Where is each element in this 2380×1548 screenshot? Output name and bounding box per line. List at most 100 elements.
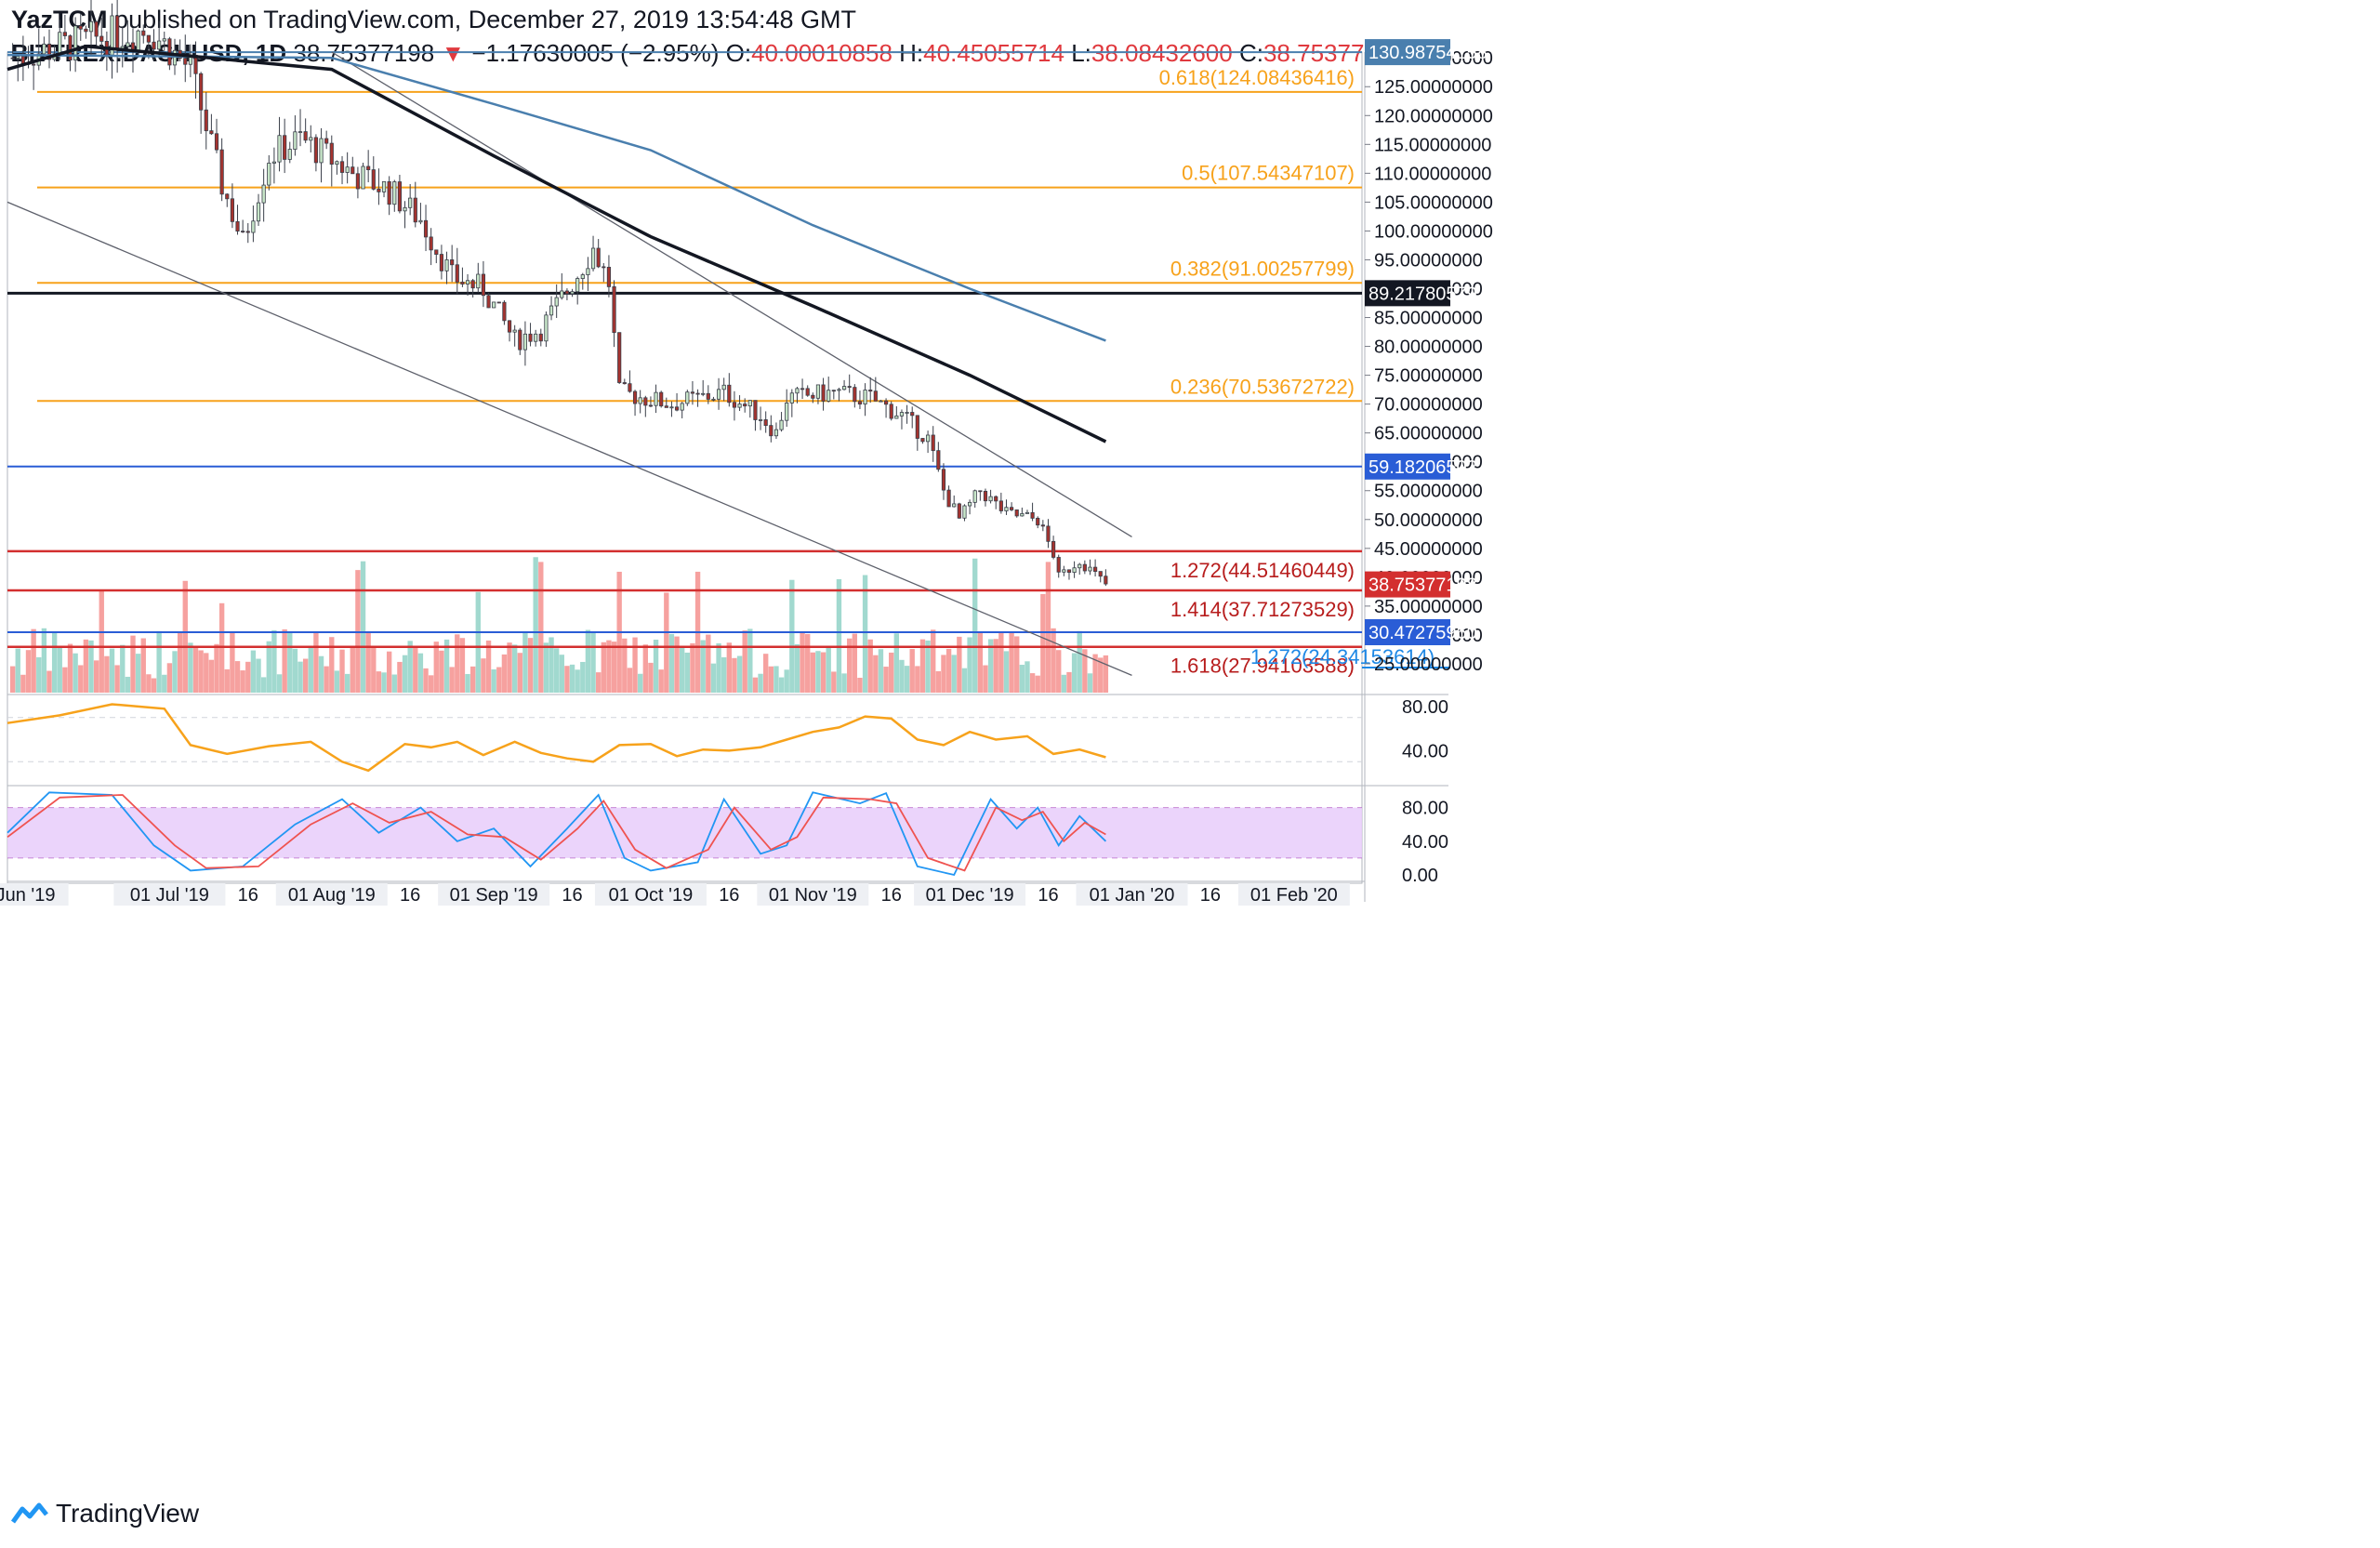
volume-bar (919, 639, 926, 693)
candle-body (564, 290, 570, 295)
candle-body (680, 403, 684, 411)
candle-body (46, 43, 52, 60)
candle-body (685, 391, 690, 404)
time-tick-box (594, 883, 707, 906)
candle-body (225, 193, 230, 200)
fib-level-label: 0.5(107.54347107) (1182, 162, 1355, 185)
time-tick-label: 01 Dec '19 (926, 885, 1014, 906)
volume-bar (182, 580, 188, 693)
candle-body (313, 137, 318, 164)
volume-bar (784, 669, 789, 693)
volume-bar (841, 673, 847, 693)
volume-bar (214, 643, 219, 693)
volume-bar (20, 674, 26, 693)
volume-bar (684, 652, 691, 693)
candle-body (785, 403, 789, 421)
volume-bar (41, 628, 47, 693)
candle-body (753, 400, 758, 420)
time-tick-label: 16 (238, 885, 258, 906)
candle-body (674, 406, 680, 411)
volume-bar (51, 631, 58, 693)
volume-bar (423, 668, 429, 693)
candle-body (130, 42, 136, 51)
stoch-tick-label: 80.00 (1402, 799, 1448, 819)
candle-body (737, 404, 742, 408)
price-tick-label: 45.00000000 (1374, 539, 1483, 560)
volume-bar (716, 642, 721, 693)
candle-body (418, 219, 423, 223)
volume-bar (831, 671, 837, 693)
fib-level-label: 0.382(91.00257799) (1170, 257, 1355, 280)
volume-bar (987, 639, 994, 693)
candle-body (632, 390, 638, 404)
candle-body (998, 500, 1003, 511)
volume-bar (15, 648, 20, 693)
volume-bar (1051, 628, 1056, 693)
candle-body (721, 384, 726, 390)
volume-bar (1029, 673, 1036, 693)
candle-body (544, 314, 549, 342)
tradingview-logo[interactable]: TradingView (11, 1499, 199, 1528)
candle-body (408, 197, 413, 208)
volume-bar (1071, 653, 1078, 693)
rsi-tick-label: 40.00 (1402, 741, 1448, 761)
volume-bar (674, 636, 680, 693)
price-tag-label: 30.47275960 (1368, 623, 1477, 643)
candle-body (387, 181, 391, 205)
time-tick-box (1076, 883, 1188, 906)
candle-body (1093, 566, 1098, 573)
candle-body (962, 505, 967, 519)
candle-body (983, 490, 988, 502)
candle-body (941, 469, 946, 491)
volume-bar (601, 642, 606, 693)
candle-body (502, 301, 507, 322)
candle-body (84, 28, 88, 33)
candle-body (931, 434, 935, 452)
candle-body (481, 273, 486, 297)
volume-bar (889, 652, 894, 693)
volume-bar (961, 668, 968, 693)
time-tick-label: 16 (562, 885, 582, 906)
price-tick-label: 35.00000000 (1374, 597, 1483, 617)
ma-200-line (7, 53, 1106, 342)
volume-bar (192, 646, 199, 693)
candle-body (492, 301, 496, 309)
price-tick-label: 120.00000000 (1374, 106, 1493, 126)
candle-body (73, 25, 78, 61)
candle-body (183, 58, 188, 65)
candle-body (486, 295, 491, 309)
time-tick-label: 01 Aug '19 (288, 885, 376, 906)
volume-bar (732, 657, 737, 693)
candle-body (831, 390, 836, 392)
volume-bar (622, 638, 628, 693)
candle-body (946, 489, 951, 508)
volume-bar (172, 651, 178, 693)
candle-body (366, 165, 371, 170)
time-tick-label: 01 Jun '19 (0, 885, 55, 906)
candle-body (602, 266, 606, 269)
volume-bar (46, 670, 52, 693)
time-tick-box (438, 883, 550, 906)
volume-bar (800, 631, 805, 693)
price-axis[interactable]: 25.0000000030.0000000035.0000000040.0000… (1365, 39, 1493, 886)
volume-bar (417, 653, 424, 693)
price-tick-label: 100.00000000 (1374, 221, 1493, 242)
price-tick-label: 65.00000000 (1374, 424, 1483, 444)
volume-bar (177, 632, 183, 693)
candle-body (1056, 557, 1061, 573)
time-axis[interactable]: 01 Jun '19 01 Jul '19 16 01 Aug '19 16 01 Sep… (0, 883, 1350, 906)
volume-bar (700, 640, 706, 693)
volume-bar (276, 674, 283, 693)
volume-bar (1019, 665, 1025, 693)
volume-bar (455, 634, 460, 693)
volume-bar (391, 674, 397, 693)
volume-bar (501, 654, 508, 693)
trendlines[interactable] (7, 51, 1132, 676)
candle-body (470, 280, 475, 289)
volume-bar (365, 631, 371, 693)
volume-bar (381, 672, 387, 693)
candle-body (596, 247, 601, 268)
candle-body (58, 32, 62, 55)
volume-bar (1092, 654, 1098, 693)
